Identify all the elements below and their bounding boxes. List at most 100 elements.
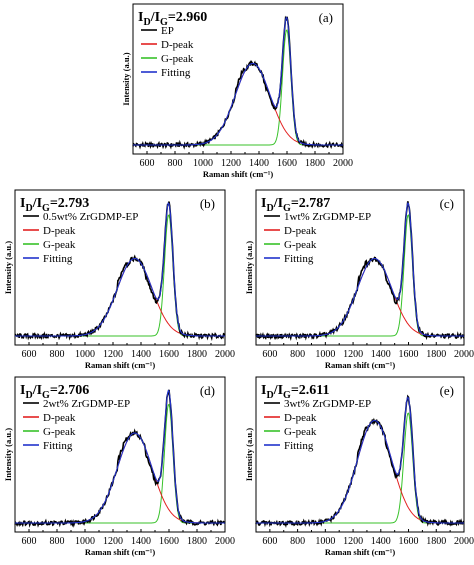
panel-label: (d) [200,383,215,398]
x-tick-label: 1000 [75,536,95,547]
x-tick-label: 1000 [315,349,335,360]
ratio-suffix: =2.611 [291,383,330,398]
x-tick-label: 800 [290,536,305,547]
panel-label: (b) [200,196,215,211]
legend-label: G-peak [284,239,317,251]
id-ig-ratio: ID/IG=2.611 [261,383,330,401]
y-axis-label: Intensity (a.u.) [121,52,131,105]
legend-label: D-peak [284,225,317,237]
ratio-prefix: I [261,196,266,211]
x-tick-label: 1600 [159,349,179,360]
ratio-sub1: D [25,203,32,214]
legend-label: D-peak [43,225,76,237]
legend-label: G-peak [284,426,317,438]
x-tick-label: 1000 [193,158,213,169]
x-tick-label: 1800 [305,158,325,169]
x-tick-label: 1400 [371,349,391,360]
ratio-suffix: =2.960 [168,10,207,25]
x-tick-label: 1600 [277,158,297,169]
series-measured [255,201,465,341]
x-tick-label: 1400 [249,158,269,169]
x-tick-label: 800 [168,158,183,169]
id-ig-ratio: ID/IG=2.793 [20,196,89,214]
ratio-mid: /I [273,196,283,211]
legend-label: D-peak [43,412,76,424]
legend-label: D-peak [161,39,194,51]
panel-e: 600 800 1000 1200 1400 1600 1800 2000 Raman shif… [244,376,474,557]
x-tick-label: 600 [262,349,277,360]
ratio-mid: /I [32,196,42,211]
legend-label: 1wt% ZrGDMP-EP [284,211,371,223]
x-tick-label: 1200 [103,349,123,360]
legend-label: D-peak [284,412,317,424]
x-tick-label: 1000 [75,349,95,360]
x-tick-label: 1200 [221,158,241,169]
panel-b: 600 800 1000 1200 1400 1600 1800 2000 Raman shif… [3,189,235,370]
series-fitting [256,202,464,337]
x-axis-label: Raman shift (cm⁻¹) [85,547,155,557]
x-tick-label: 2000 [454,349,474,360]
ratio-prefix: I [261,383,266,398]
series-fitting [256,396,464,524]
x-tick-label: 1800 [426,536,446,547]
ratio-sub1: D [25,390,32,401]
x-tick-label: 1400 [131,349,151,360]
x-tick-label: 800 [50,349,65,360]
plot-frame [255,189,465,346]
panel-d: 600 800 1000 1200 1400 1600 1800 2000 Raman shif… [3,376,235,557]
x-tick-label: 1200 [343,536,363,547]
x-tick-label: 1800 [426,349,446,360]
x-axis-label: Raman shift (cm⁻¹) [203,169,273,179]
x-tick-label: 1600 [399,349,419,360]
x-tick-label: 1200 [103,536,123,547]
y-axis-label: Intensity (a.u.) [3,241,13,294]
legend-label: EP [161,25,174,37]
x-tick-label: 600 [22,349,37,360]
ratio-suffix: =2.706 [50,383,89,398]
ratio-sub2: G [283,390,291,401]
legend-label: 3wt% ZrGDMP-EP [284,398,371,410]
series-fitting [15,202,225,337]
id-ig-ratio: ID/IG=2.787 [261,196,330,214]
ratio-sub2: G [283,203,291,214]
series-d-peak [256,257,464,337]
ratio-prefix: I [20,196,25,211]
legend-label: Fitting [43,253,73,265]
ratio-sub1: D [266,203,273,214]
legend-label: G-peak [43,239,76,251]
series-measured [14,201,226,342]
x-tick-label: 1400 [131,536,151,547]
x-tick-label: 2000 [454,536,474,547]
ratio-suffix: =2.793 [50,196,89,211]
x-tick-label: 800 [50,536,65,547]
panel-label: (c) [440,196,454,211]
series-measured [255,394,465,528]
legend-label: Fitting [161,67,191,79]
x-tick-label: 1600 [159,536,179,547]
id-ig-ratio: ID/IG=2.960 [138,10,207,28]
series-d-peak [15,257,225,337]
ratio-sub1: D [266,390,273,401]
ratio-suffix: =2.787 [291,196,330,211]
x-tick-label: 2000 [333,158,353,169]
ratio-sub1: D [143,17,150,28]
x-tick-label: 1200 [343,349,363,360]
x-tick-label: 800 [290,349,305,360]
y-axis-label: Intensity (a.u.) [3,428,13,481]
x-tick-label: 2000 [215,349,235,360]
plot-frame [132,3,344,155]
x-axis-label: Raman shift (cm⁻¹) [325,360,395,370]
ratio-mid: /I [150,10,160,25]
x-tick-label: 1400 [371,536,391,547]
y-axis-label: Intensity (a.u.) [244,428,254,481]
panel-a: 600 800 1000 1200 1400 1600 1800 2000 Raman shif… [121,3,353,179]
x-tick-label: 1000 [315,536,335,547]
series-measured [132,15,344,150]
id-ig-ratio: ID/IG=2.706 [20,383,89,401]
y-axis-label: Intensity (a.u.) [244,241,254,294]
series-fitting [15,389,225,524]
x-tick-label: 1800 [187,349,207,360]
ratio-prefix: I [138,10,143,25]
series-fitting [133,16,343,146]
